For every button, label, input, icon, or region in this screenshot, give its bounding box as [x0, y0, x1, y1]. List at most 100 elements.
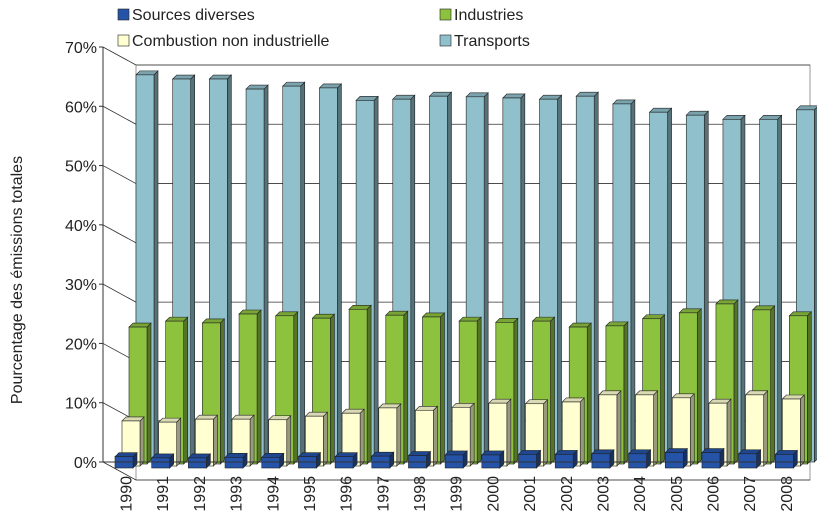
grid-line [102, 165, 137, 184]
bar-top [685, 110, 709, 116]
bar-side [653, 390, 658, 467]
bar-top [121, 416, 145, 422]
bar-side [689, 393, 695, 467]
bar-side [667, 107, 672, 463]
bar-side [543, 399, 548, 467]
bar-side [337, 83, 342, 463]
bar-top [715, 299, 739, 305]
x-tick-label: 2000 [485, 476, 502, 512]
bar-side [330, 313, 335, 465]
bar-side [403, 310, 409, 465]
y-tick-label: 50% [65, 159, 97, 176]
bar-top [648, 107, 673, 113]
legend-swatch [439, 34, 452, 47]
bar-side [777, 114, 782, 463]
x-tick-label: 1999 [449, 476, 466, 512]
bar-top [268, 415, 292, 421]
bar-top [561, 397, 585, 403]
x-tick-label: 1998 [412, 476, 429, 512]
bar-side [263, 84, 269, 463]
bar-top [304, 411, 329, 417]
bar-top [348, 304, 372, 310]
x-tick-label: 1994 [265, 476, 282, 512]
bar-top [701, 448, 725, 453]
bar-front [664, 452, 684, 469]
bar-front [554, 454, 574, 469]
bar-side [593, 91, 599, 463]
x-tick-label: 1990 [119, 476, 136, 512]
bar-top [774, 450, 799, 455]
y-tick-label: 0% [74, 455, 97, 472]
bar-side [220, 318, 225, 465]
y-tick-label: 10% [65, 396, 97, 413]
bar-front [775, 454, 794, 469]
bar [407, 450, 432, 469]
bar-side [513, 317, 519, 465]
bar [150, 453, 175, 469]
bar [561, 397, 585, 467]
bar-side [740, 114, 746, 463]
grid-line [102, 46, 137, 66]
grid-line [102, 283, 137, 303]
bar [371, 451, 395, 469]
bar-top [568, 322, 592, 328]
bar-side [483, 92, 489, 463]
bar-top [554, 450, 578, 455]
bar-top [451, 403, 475, 408]
bar [334, 452, 358, 469]
bar-top [428, 91, 453, 97]
bar [187, 453, 212, 469]
bar-top [224, 453, 248, 458]
bar [517, 449, 542, 469]
bar-side [726, 398, 732, 467]
bar-front [481, 454, 501, 469]
bar-side [323, 411, 328, 467]
bar-top [392, 94, 416, 100]
bar-front [591, 453, 611, 469]
bar-front [628, 453, 647, 469]
bar-top [421, 312, 446, 318]
bar-top [245, 84, 269, 90]
bar [701, 447, 725, 469]
bar-side [256, 309, 262, 465]
bar-top [208, 74, 233, 80]
bar [444, 450, 468, 469]
y-tick-label: 60% [65, 99, 97, 116]
bar-side [300, 81, 306, 463]
bar-side [139, 416, 145, 467]
x-tick-label: 1995 [302, 476, 319, 512]
bar-side [440, 312, 445, 465]
bar [598, 390, 622, 467]
bar-top [678, 308, 702, 314]
x-tick-label: 2007 [742, 476, 759, 512]
bar-front [151, 457, 170, 469]
bar-top [128, 322, 152, 328]
bar-top [605, 321, 629, 327]
bar-side [520, 93, 526, 463]
bar-side [286, 415, 292, 467]
bar-top [488, 398, 512, 404]
grid-line [102, 105, 137, 125]
x-tick-label: 2004 [632, 476, 649, 512]
bar-top [334, 452, 358, 458]
bar-top [524, 399, 549, 405]
bar [627, 449, 652, 469]
legend-label: Industries [454, 7, 523, 24]
bar-side [770, 305, 775, 465]
bar-top [261, 453, 285, 458]
bar-top [275, 311, 299, 317]
grid-line [102, 224, 137, 244]
bar-top [187, 453, 212, 459]
bar-top [407, 451, 432, 456]
bar-front [444, 454, 464, 469]
legend-label: Transports [454, 33, 530, 50]
bar-front [188, 457, 207, 469]
bar-side [800, 394, 805, 467]
bar-top [531, 316, 556, 322]
bar-side [476, 316, 482, 465]
bar-top [575, 91, 599, 97]
bar-side [447, 91, 452, 463]
legend-label: Sources diverses [132, 7, 255, 24]
bar-top [502, 93, 526, 99]
bar-top [465, 92, 489, 98]
